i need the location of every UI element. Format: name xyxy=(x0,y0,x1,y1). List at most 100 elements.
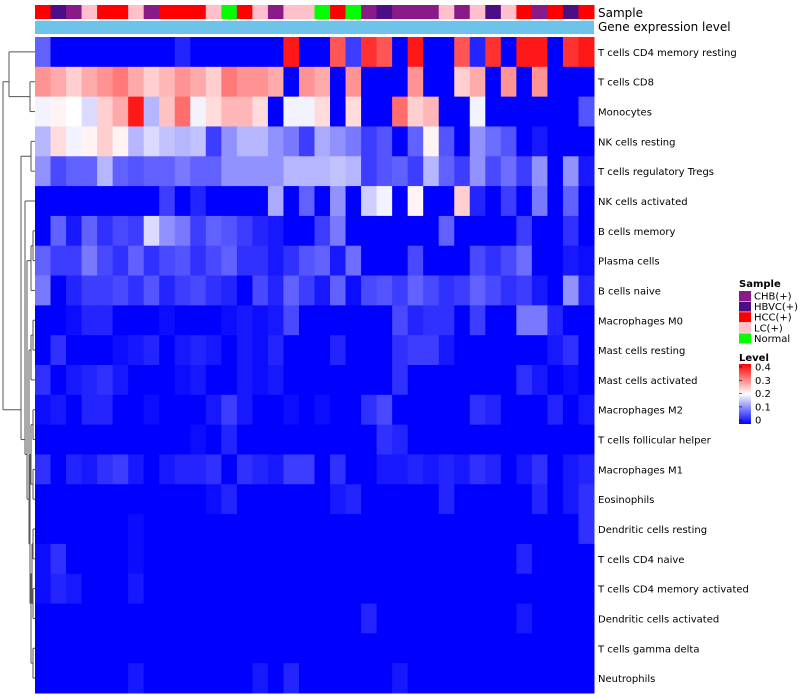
sample-annotation-cell xyxy=(361,5,378,19)
heatmap-cell xyxy=(298,275,315,306)
heatmap-cell xyxy=(314,663,331,694)
heatmap-cell xyxy=(283,365,300,396)
heatmap-cell xyxy=(454,305,471,336)
sample-annotation-cell xyxy=(485,5,502,19)
sample-track-label: Sample xyxy=(598,6,643,20)
heatmap-cell xyxy=(438,156,455,187)
heatmap-cell xyxy=(236,126,253,157)
heatmap-cell xyxy=(500,305,517,336)
heatmap-cell xyxy=(361,394,378,426)
heatmap-cell xyxy=(174,573,191,605)
heatmap-cell xyxy=(376,454,393,485)
heatmap-cell xyxy=(50,365,67,396)
heatmap-cell xyxy=(221,484,238,515)
heatmap-cell xyxy=(252,66,269,98)
heatmap-cell xyxy=(221,573,238,605)
level-tick-label: 0.3 xyxy=(755,376,771,387)
heatmap-cell xyxy=(159,633,176,664)
heatmap-cell xyxy=(174,215,191,247)
heatmap-cell xyxy=(578,37,595,68)
heatmap-cell xyxy=(345,424,362,455)
heatmap-cell xyxy=(298,424,315,455)
heatmap-cell xyxy=(159,603,176,634)
heatmap-cell xyxy=(205,543,222,575)
heatmap-cell xyxy=(205,215,222,247)
heatmap-cell xyxy=(236,66,253,98)
heatmap-cell xyxy=(190,633,207,664)
heatmap-cell xyxy=(407,424,424,455)
heatmap-cell xyxy=(454,454,471,485)
heatmap-cell xyxy=(66,275,83,306)
heatmap-cell xyxy=(454,66,471,98)
heatmap-cell xyxy=(578,454,595,485)
heatmap-cell xyxy=(112,186,129,217)
heatmap-cell xyxy=(469,66,486,98)
heatmap-cell xyxy=(392,365,409,396)
heatmap-cell xyxy=(97,484,114,515)
heatmap-cell xyxy=(330,424,347,455)
sample-annotation-cell xyxy=(159,5,176,19)
heatmap-cell xyxy=(314,633,331,664)
heatmap-cell xyxy=(174,126,191,157)
heatmap-cell xyxy=(330,245,347,277)
heatmap-cell xyxy=(562,186,579,217)
heatmap-cell xyxy=(112,305,129,336)
heatmap-cell xyxy=(469,335,486,366)
heatmap-cell xyxy=(345,543,362,575)
heatmap-cell xyxy=(485,454,502,485)
heatmap-cell xyxy=(205,186,222,217)
heatmap-cell xyxy=(128,305,145,336)
heatmap-cell xyxy=(283,543,300,575)
legend: Sample CHB(+)HBVC(+)HCC(+)LC(+)Normal Le… xyxy=(739,279,798,427)
heatmap-cell xyxy=(267,484,284,515)
heatmap-cell xyxy=(174,514,191,545)
heatmap-cell xyxy=(438,215,455,247)
heatmap-cell xyxy=(562,126,579,157)
heatmap-cell xyxy=(454,186,471,217)
heatmap-cell xyxy=(50,543,67,575)
level-legend-title: Level xyxy=(739,353,769,364)
heatmap-cell xyxy=(516,663,533,694)
heatmap-cell xyxy=(423,335,440,366)
heatmap-cell xyxy=(578,156,595,187)
heatmap-cell xyxy=(97,394,114,426)
heatmap-cell xyxy=(578,573,595,605)
heatmap-cell xyxy=(423,156,440,187)
heatmap-cell xyxy=(562,424,579,455)
heatmap-cell xyxy=(330,663,347,694)
heatmap-cell xyxy=(330,514,347,545)
sample-annotation-cell xyxy=(143,5,160,19)
heatmap-cell xyxy=(392,663,409,694)
heatmap-cell xyxy=(66,96,83,127)
heatmap-cell xyxy=(330,186,347,217)
heatmap-cell xyxy=(298,335,315,366)
heatmap-cell xyxy=(314,245,331,277)
heatmap-cell xyxy=(531,633,548,664)
heatmap-cell xyxy=(454,484,471,515)
heatmap-cell xyxy=(236,365,253,396)
heatmap-cell xyxy=(128,245,145,277)
heatmap-cell xyxy=(392,394,409,426)
heatmap-cell xyxy=(143,275,160,306)
sample-legend-entries: CHB(+)HBVC(+)HCC(+)LC(+)Normal xyxy=(739,291,798,345)
heatmap-cell xyxy=(174,663,191,694)
heatmap-cell xyxy=(330,305,347,336)
sample-annotation-cell xyxy=(66,5,83,19)
heatmap-cell xyxy=(66,37,83,68)
heatmap-cell xyxy=(485,126,502,157)
heatmap-cell xyxy=(159,663,176,694)
heatmap-cell xyxy=(128,365,145,396)
heatmap-cell xyxy=(298,454,315,485)
heatmap-cell xyxy=(485,514,502,545)
sample-legend-label: CHB(+) xyxy=(754,292,792,303)
heatmap-cell xyxy=(267,186,284,217)
heatmap-cell xyxy=(174,335,191,366)
heatmap-cell xyxy=(485,156,502,187)
heatmap-cell xyxy=(190,245,207,277)
heatmap-cell xyxy=(485,603,502,634)
heatmap-cell xyxy=(438,543,455,575)
heatmap-cell xyxy=(330,543,347,575)
heatmap-cell xyxy=(97,215,114,247)
heatmap-cell xyxy=(252,424,269,455)
heatmap-cell xyxy=(190,37,207,68)
